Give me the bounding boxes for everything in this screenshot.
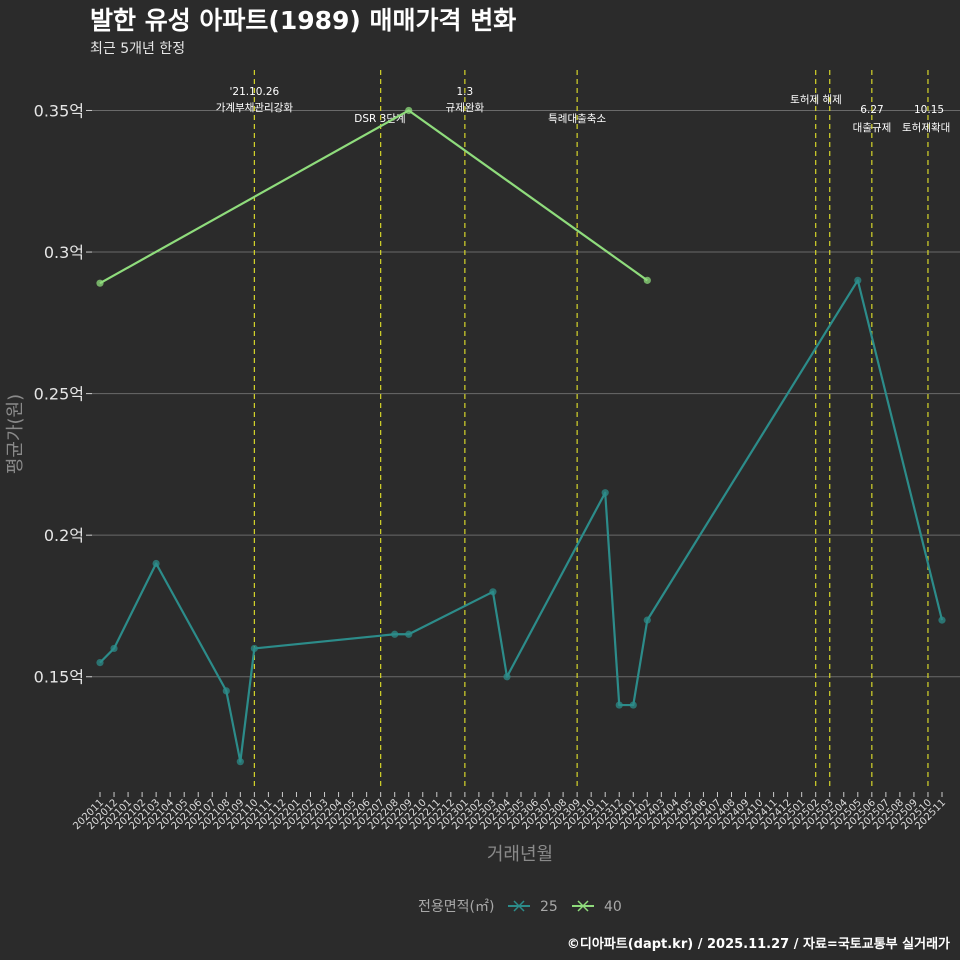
series-lines bbox=[96, 106, 946, 766]
series-line-40 bbox=[99, 109, 648, 285]
data-point bbox=[938, 616, 946, 624]
gridlines bbox=[90, 109, 960, 678]
y-tick-label: 0.3억 bbox=[44, 243, 84, 262]
chart-subtitle: 최근 5개년 한정 bbox=[90, 41, 185, 57]
data-point bbox=[152, 559, 160, 568]
y-axis-ticks: 0.15억 0.2억 0.25억 0.3억 0.35억 bbox=[34, 101, 92, 687]
event-label: 대출규제 bbox=[853, 122, 892, 134]
data-point bbox=[96, 658, 104, 667]
data-point bbox=[601, 489, 609, 497]
legend-swatch-mark bbox=[513, 900, 525, 912]
y-tick-label: 0.25억 bbox=[34, 385, 84, 404]
data-point bbox=[236, 758, 244, 766]
data-point bbox=[250, 644, 258, 653]
event-label: '21.10.26 bbox=[230, 86, 280, 98]
event-label: 토허제확대 bbox=[902, 121, 950, 134]
data-point bbox=[405, 106, 413, 115]
event-label: 토허제 해제 bbox=[790, 93, 842, 106]
data-point bbox=[110, 644, 118, 653]
y-tick-label: 0.35억 bbox=[34, 101, 84, 120]
y-tick-label: 0.2억 bbox=[44, 526, 84, 545]
x-axis-ticks: 2020112020122021012021022021032021042021… bbox=[71, 792, 948, 832]
data-point bbox=[643, 616, 651, 624]
y-tick-label: 0.15억 bbox=[34, 668, 84, 687]
event-label: 1.3 bbox=[457, 86, 474, 98]
y-axis-label: 평균가(원) bbox=[5, 394, 26, 474]
event-label: DSR 3단계 bbox=[354, 113, 405, 125]
legend-swatch-mark bbox=[577, 900, 589, 912]
data-point bbox=[489, 588, 497, 596]
data-point bbox=[96, 279, 104, 287]
series-line-25 bbox=[99, 279, 944, 763]
event-label: 6.27 bbox=[860, 104, 883, 116]
event-label: 10.15 bbox=[914, 104, 944, 116]
data-point bbox=[854, 276, 862, 284]
data-point bbox=[222, 687, 230, 695]
legend-label-40: 40 bbox=[604, 899, 622, 915]
data-point bbox=[391, 630, 399, 638]
legend-label-25: 25 bbox=[540, 899, 558, 915]
event-label: 규제완화 bbox=[446, 101, 485, 114]
legend-title: 전용면적(㎡) bbox=[418, 899, 494, 915]
legend: 전용면적(㎡) 25 40 bbox=[418, 899, 622, 915]
event-label: 가계부채관리강화 bbox=[216, 102, 294, 114]
data-point bbox=[629, 701, 637, 709]
x-axis-label: 거래년월 bbox=[487, 844, 553, 865]
event-label: 특례대출축소 bbox=[548, 113, 606, 125]
data-point bbox=[405, 630, 413, 638]
caption: ©디아파트(dapt.kr) / 2025.11.27 / 자료=국토교통부 실… bbox=[567, 936, 950, 952]
data-point bbox=[615, 701, 623, 709]
data-point bbox=[643, 276, 651, 284]
chart-title: 발한 유성 아파트(1989) 매매가격 변화 bbox=[90, 6, 516, 35]
data-point bbox=[503, 673, 511, 681]
